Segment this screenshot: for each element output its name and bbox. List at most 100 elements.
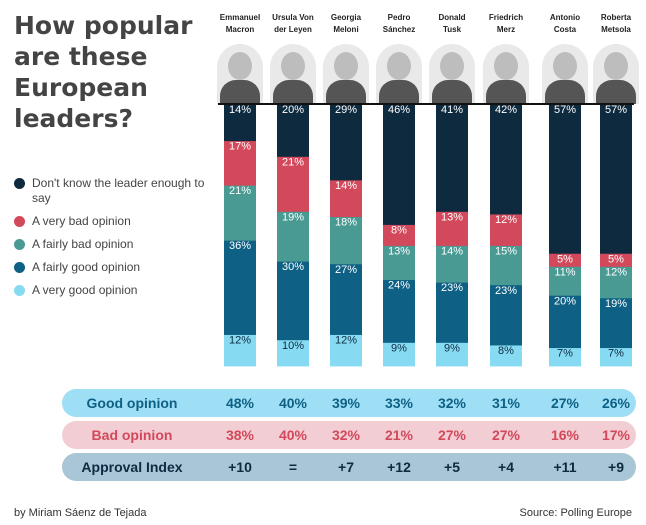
leader-photo-body xyxy=(432,80,472,104)
legend-swatch xyxy=(14,285,25,296)
author-credit: by Miriam Sáenz de Tejada xyxy=(14,507,147,519)
bar-segment-a-very-bad-opinion xyxy=(549,253,581,267)
leader-photo-body xyxy=(545,80,585,104)
bar-segment-a-very-bad-opinion xyxy=(490,214,522,246)
bar-segment-a-very-bad-opinion xyxy=(224,140,256,186)
leader-name: Antonio Costa xyxy=(534,12,596,36)
bar-segment-a-very-good-opinion xyxy=(383,342,415,367)
leader-name-line: Donald xyxy=(438,13,466,22)
leader-name-line: Costa xyxy=(553,25,577,34)
bar-value-label: 30% xyxy=(282,261,304,273)
legend-item-dont-know: Don't know the leader enough to say xyxy=(14,176,214,206)
good-value: 27% xyxy=(550,395,580,411)
leader-photo xyxy=(593,44,639,104)
legend-swatch xyxy=(14,239,25,250)
leader-name-line: Merz xyxy=(496,25,516,34)
good-value: 32% xyxy=(437,395,467,411)
bar-value-label: 14% xyxy=(335,180,357,192)
leader-photo-body xyxy=(326,80,366,104)
bar-value-label: 57% xyxy=(605,104,627,116)
bad-value: 16% xyxy=(550,427,580,443)
page-title: How popular are these European leaders? xyxy=(14,11,193,133)
leader-name-line: Pedro xyxy=(387,13,411,22)
leader-photo xyxy=(376,44,422,104)
bar-value-label: 57% xyxy=(554,104,576,116)
leader-name-line: Friedrich xyxy=(488,13,524,22)
bar-value-label: 23% xyxy=(495,285,517,297)
legend-label: A very bad opinion xyxy=(32,214,131,228)
bar-value-label: 12% xyxy=(495,214,517,226)
chart-top-line xyxy=(218,103,634,105)
leader-photo xyxy=(542,44,588,104)
bad-value: 40% xyxy=(278,427,308,443)
bar-value-label: 5% xyxy=(557,253,573,265)
bar-segment-a-fairly-bad-opinion xyxy=(549,266,581,296)
bar-value-label: 15% xyxy=(495,245,517,257)
bar-segment-a-fairly-good-opinion xyxy=(549,295,581,349)
bad-value: 17% xyxy=(601,427,631,443)
legend-swatch xyxy=(14,178,25,189)
leader-photo xyxy=(270,44,316,104)
bar-segment-a-very-good-opinion xyxy=(490,345,522,367)
index-value: +9 xyxy=(608,459,624,475)
bar-value-label: 24% xyxy=(388,280,410,292)
good-opinion-label: Good opinion xyxy=(86,395,178,411)
good-opinion-row xyxy=(62,389,636,417)
bar-value-label: 19% xyxy=(605,298,627,310)
legend-label: A fairly good opinion xyxy=(32,260,141,274)
leader-photo xyxy=(217,44,263,104)
bar-value-label: 29% xyxy=(335,104,357,116)
leader-name: Friedrich Merz xyxy=(475,12,537,36)
leader-photo-head xyxy=(440,52,464,80)
bar-segment-a-very-bad-opinion xyxy=(330,179,362,218)
legend-swatch xyxy=(14,216,25,227)
leader-name-line: Macron xyxy=(225,25,255,34)
bar-value-label: 12% xyxy=(605,266,627,278)
bar-value-label: 14% xyxy=(229,104,251,116)
index-value: +10 xyxy=(228,459,252,475)
bad-value: 27% xyxy=(491,427,521,443)
good-value: 33% xyxy=(384,395,414,411)
good-value: 39% xyxy=(331,395,361,411)
bar-segment-don-t-know-the-leader-enough-to-say xyxy=(600,104,632,254)
leader-name: Donald Tusk xyxy=(421,12,483,36)
legend-label: A fairly bad opinion xyxy=(32,237,134,251)
index-value: +4 xyxy=(498,459,514,475)
bar-segment-a-fairly-good-opinion xyxy=(277,261,309,341)
bar-value-label: 8% xyxy=(391,225,407,237)
leader-name-line: Emmanuel xyxy=(219,13,261,22)
leader-name-line: Antonio xyxy=(549,13,581,22)
legend-label: A very good opinion xyxy=(32,283,138,297)
leader-name-line: Tusk xyxy=(442,25,462,34)
leader-photo-head xyxy=(387,52,411,80)
bar-segment-a-fairly-good-opinion xyxy=(436,282,468,343)
bar-value-label: 9% xyxy=(444,342,460,354)
leader-name-line: der Leyen xyxy=(274,25,312,34)
bar-value-label: 10% xyxy=(282,340,304,352)
bar-value-label: 7% xyxy=(557,348,573,360)
bar-segment-a-fairly-good-opinion xyxy=(490,284,522,346)
approval-index-label: Approval Index xyxy=(81,459,183,475)
bar-value-label: 23% xyxy=(441,282,463,294)
leader-name: Ursula Von der Leyen xyxy=(262,12,324,36)
leader-name-line: Meloni xyxy=(333,25,359,34)
good-value: 31% xyxy=(491,395,521,411)
bar-value-label: 20% xyxy=(554,295,576,307)
bar-segment-a-very-bad-opinion xyxy=(600,253,632,267)
bar-segment-a-very-good-opinion xyxy=(549,347,581,367)
bar-segment-a-fairly-bad-opinion xyxy=(383,245,415,280)
bar-value-label: 19% xyxy=(282,211,304,223)
bar-value-label: 42% xyxy=(495,104,517,116)
leader-name-line: Georgia xyxy=(330,13,362,22)
leader-photo-head xyxy=(334,52,358,80)
leader-name-line: Sánchez xyxy=(382,25,416,34)
bar-segment-a-fairly-good-opinion xyxy=(330,263,362,335)
bar-value-label: 18% xyxy=(335,217,357,229)
bar-segment-a-fairly-bad-opinion xyxy=(277,211,309,262)
bar-segment-don-t-know-the-leader-enough-to-say xyxy=(490,104,522,215)
bar-value-label: 20% xyxy=(282,104,304,116)
index-value: = xyxy=(288,459,298,475)
leader-name: Pedro Sánchez xyxy=(368,12,430,36)
bar-segment-a-very-good-opinion xyxy=(330,334,362,367)
leader-photo xyxy=(483,44,529,104)
